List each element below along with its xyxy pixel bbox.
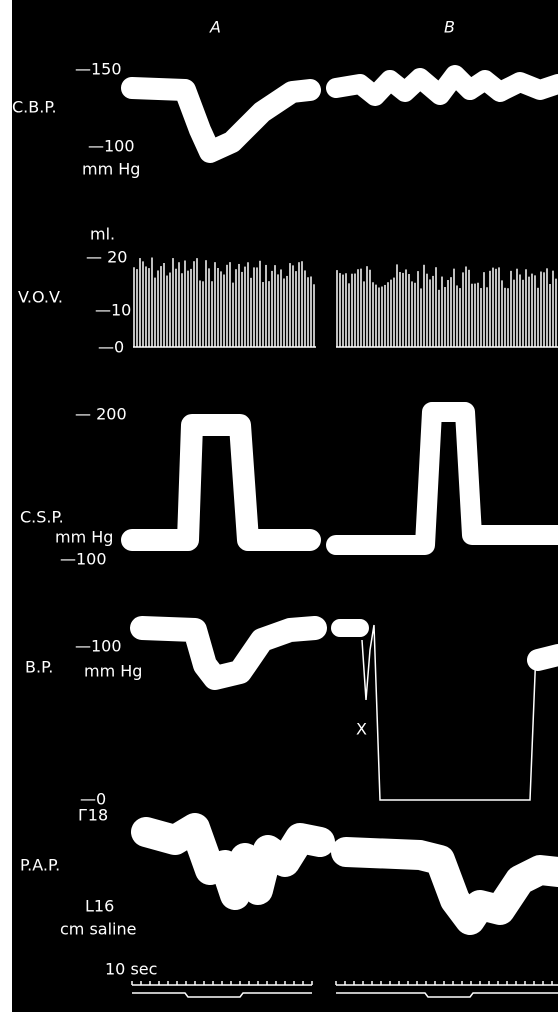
trace-name: V.O.V.: [18, 288, 63, 307]
scale-label: —10: [95, 301, 131, 320]
column-label: A: [209, 18, 221, 37]
recording-figure: A B —150 C.B.P. —100 mm Hg ml. — 20 V.O.…: [0, 0, 558, 1012]
trace-name: C.S.P.: [20, 508, 64, 527]
scale-label: Г18: [78, 806, 108, 825]
event-marker: X: [356, 720, 367, 739]
column-label: B: [444, 18, 455, 37]
bp-trace-b3: [538, 655, 558, 660]
scale-label: —100: [75, 637, 122, 656]
scale-label: — 200: [75, 405, 127, 424]
scale-label: —100: [88, 137, 135, 156]
trace-name: C.B.P.: [12, 98, 57, 117]
unit-label: cm saline: [60, 920, 136, 939]
scale-label: —0: [98, 338, 124, 357]
scale-label: — 20: [86, 248, 127, 267]
scale-label: —100: [60, 550, 107, 569]
unit-label: mm Hg: [84, 662, 142, 681]
trace-name: B.P.: [25, 658, 53, 677]
trace-name: P.A.P.: [20, 856, 60, 875]
time-label: 10 sec: [105, 960, 157, 979]
unit-label: mm Hg: [55, 528, 113, 547]
scale-label: L16: [85, 897, 114, 916]
unit-label: ml.: [90, 225, 115, 244]
scale-label: —150: [75, 60, 122, 79]
unit-label: mm Hg: [82, 160, 140, 179]
